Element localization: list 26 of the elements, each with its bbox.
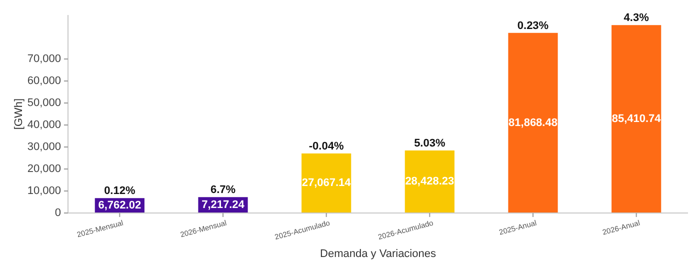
y-tick-label: 30,000 [27,141,61,153]
y-tick-label: 40,000 [27,119,61,131]
data-label: 28,428.23 [405,176,454,188]
annotation: 0.23% [517,20,549,32]
annotation: 5.03% [414,137,446,150]
bar [508,32,558,213]
x-axis-title: Demanda y Variaciones [320,248,436,260]
data-label: 7,217.24 [202,199,246,212]
y-tick-label: 0 [54,207,61,219]
data-label: 81,868.48 [508,116,558,129]
y-tick-label: 70,000 [27,53,61,65]
data-label: 6,762.02 [98,200,142,212]
bar [404,150,454,213]
y-tick-label: 10,000 [27,185,61,197]
annotation: -0.04% [308,140,344,152]
y-tick-label: 20,000 [27,163,61,175]
data-label: 85,410.74 [612,113,662,126]
annotation: 0.12% [104,185,136,198]
bar [612,25,662,213]
annotation: 6.7% [210,184,236,196]
y-axis-title: [GWh] [13,98,25,130]
bar [302,153,352,213]
y-tick-label: 50,000 [27,97,61,109]
y-tick-label: 60,000 [27,75,61,87]
data-label: 27,067.14 [302,177,352,190]
annotation: 4.3% [624,12,650,24]
